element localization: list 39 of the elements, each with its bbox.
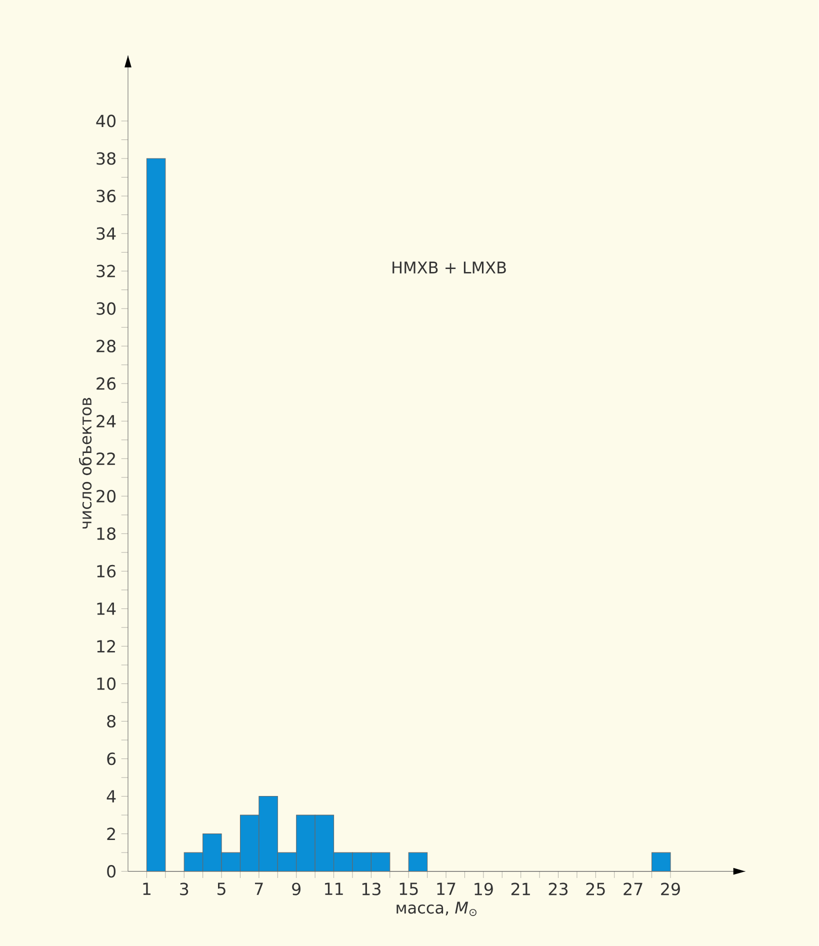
y-tick-label: 30 bbox=[96, 302, 116, 315]
y-tick-label: 2 bbox=[107, 828, 116, 840]
x-tick-label: 29 bbox=[661, 882, 680, 896]
y-tick-label: 28 bbox=[96, 340, 116, 352]
x-tick-label: 15 bbox=[400, 882, 418, 896]
x-tick-label: 13 bbox=[362, 882, 381, 896]
x-tick-label: 9 bbox=[292, 882, 301, 896]
annotation: HMXB + LMXB bbox=[392, 262, 506, 274]
y-tick-label: 12 bbox=[97, 640, 116, 652]
y-tick-label: 4 bbox=[107, 790, 116, 802]
y-tick-label: 8 bbox=[107, 714, 116, 728]
y-tick-label: 20 bbox=[96, 490, 116, 502]
y-tick-label: 22 bbox=[96, 452, 116, 465]
x-tick-label: 25 bbox=[586, 882, 605, 896]
y-tick-label: 34 bbox=[96, 227, 116, 240]
x-tick-label: 19 bbox=[474, 882, 494, 896]
y-tick-label: 18 bbox=[97, 527, 116, 540]
y-tick-label: 26 bbox=[96, 377, 116, 390]
x-tick-label: 5 bbox=[218, 882, 226, 896]
x-tick-label: 23 bbox=[549, 882, 568, 896]
y-tick-label: 40 bbox=[96, 114, 116, 128]
x-tick-label: 17 bbox=[437, 882, 456, 895]
y-tick-label: 6 bbox=[107, 752, 116, 766]
y-tick-label: 24 bbox=[96, 414, 116, 428]
y-tick-label: 36 bbox=[96, 190, 116, 202]
y-axis-title: число объектов bbox=[79, 398, 92, 529]
x-axis-title: масса, M$_{⊙}$ bbox=[396, 902, 477, 916]
x-tick-label: 21 bbox=[512, 882, 530, 896]
y-tick-label: 32 bbox=[96, 264, 116, 278]
y-tick-label: 10 bbox=[97, 677, 116, 690]
x-tick-label: 11 bbox=[325, 882, 344, 895]
y-tick-label: 38 bbox=[96, 152, 116, 165]
x-tick-label: 1 bbox=[143, 882, 151, 895]
y-tick-label: 16 bbox=[97, 564, 116, 578]
y-tick-label: 14 bbox=[97, 602, 116, 615]
x-tick-label: 27 bbox=[624, 882, 642, 896]
y-tick-label: 0 bbox=[107, 865, 116, 878]
x-tick-label: 3 bbox=[180, 882, 188, 896]
x-tick-label: 7 bbox=[255, 882, 263, 895]
